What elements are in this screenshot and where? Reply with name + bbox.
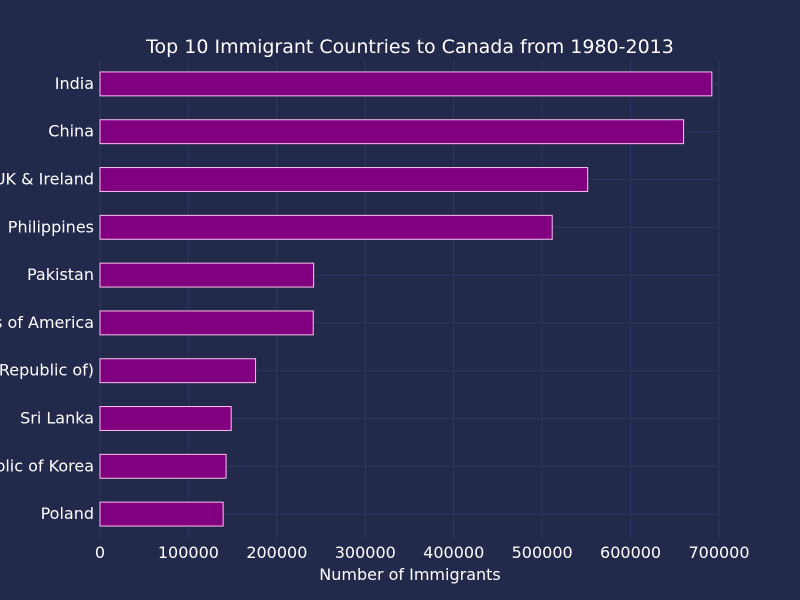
bar xyxy=(99,406,232,431)
category-label: Poland xyxy=(41,504,94,523)
category-label: United States of America xyxy=(0,313,94,332)
x-tick-label: 700000 xyxy=(688,543,749,562)
x-axis-label: Number of Immigrants xyxy=(319,565,501,584)
category-label: Iran (Islamic Republic of) xyxy=(0,361,94,380)
bar xyxy=(99,214,553,240)
bar xyxy=(99,167,589,192)
x-tick-label: 100000 xyxy=(158,543,219,562)
x-tick-label: 600000 xyxy=(600,543,661,562)
x-tick-label: 300000 xyxy=(335,543,396,562)
category-label: Pakistan xyxy=(27,265,94,284)
category-labels: India China UK & Ireland Philippines Pakista… xyxy=(0,74,94,523)
category-label: China xyxy=(48,122,94,141)
bar xyxy=(99,71,713,97)
category-label: Sri Lanka xyxy=(20,409,94,428)
bar xyxy=(99,119,685,145)
x-tick-labels: 0 100000 200000 300000 400000 500000 600000 700… xyxy=(95,543,750,562)
bar xyxy=(99,358,257,384)
bar xyxy=(99,310,314,336)
bar xyxy=(99,453,227,479)
bar-layer xyxy=(99,71,713,527)
category-label: UK & Ireland xyxy=(0,170,94,189)
category-label: Republic of Korea xyxy=(0,456,94,475)
x-tick-label: 500000 xyxy=(512,543,573,562)
bar xyxy=(99,262,315,288)
x-tick-label: 400000 xyxy=(423,543,484,562)
chart-title: Top 10 Immigrant Countries to Canada fro… xyxy=(145,36,674,58)
category-label: Philippines xyxy=(8,217,94,236)
category-label: India xyxy=(55,74,94,93)
bar xyxy=(99,501,224,527)
x-tick-label: 200000 xyxy=(246,543,307,562)
x-tick-label: 0 xyxy=(95,543,105,562)
